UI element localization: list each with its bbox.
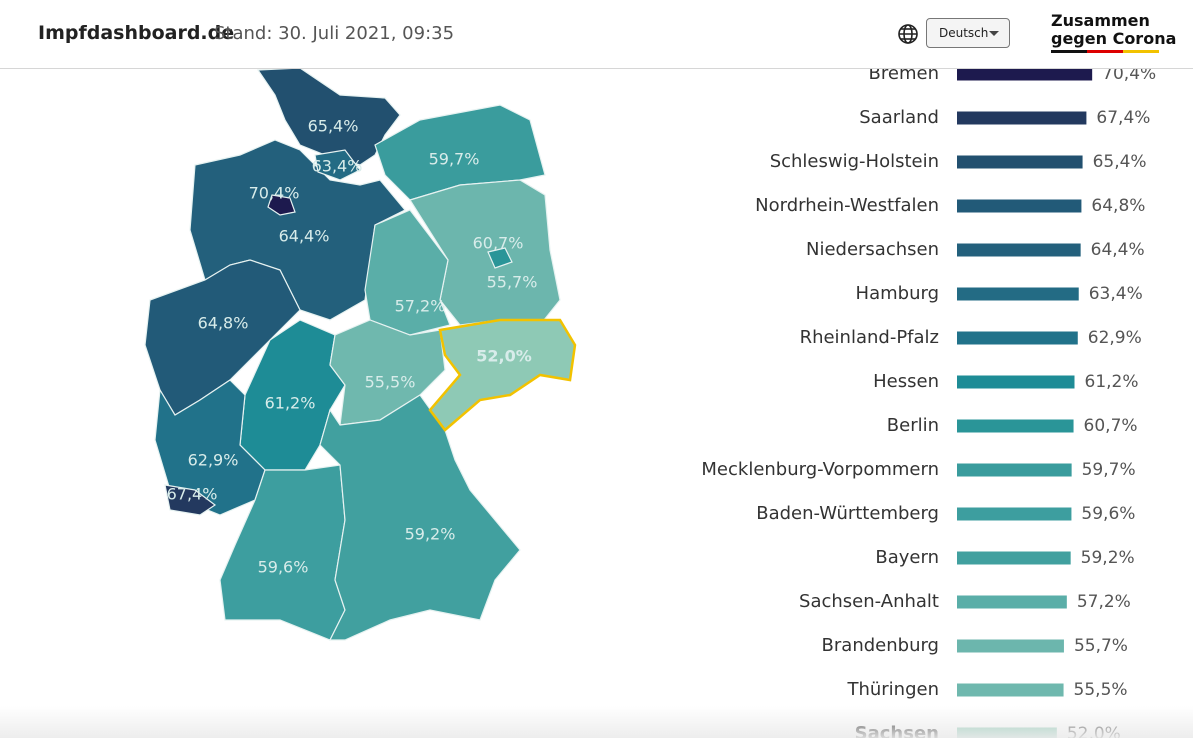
bar-value-label: 59,2% bbox=[1081, 548, 1135, 568]
bar[interactable] bbox=[957, 463, 1072, 477]
bar-value-label: 59,7% bbox=[1082, 460, 1136, 480]
state-name[interactable]: Schleswig-Holstein bbox=[770, 151, 939, 172]
map-value-label: 67,4% bbox=[167, 485, 218, 504]
map-region[interactable] bbox=[428, 318, 577, 432]
bar[interactable] bbox=[957, 683, 1064, 697]
map-value-label: 52,0% bbox=[476, 347, 532, 366]
bar-list: Bremen 70,4%Saarland 67,4%Schleswig-Holste… bbox=[701, 63, 1156, 738]
bar[interactable] bbox=[957, 507, 1072, 521]
map-labels: 65,4% 63,4% 59,7% 70,4% 64,4% 60,7% 55,7… bbox=[167, 117, 538, 577]
logo[interactable]: Zusammen gegen Corona bbox=[1051, 12, 1176, 53]
map bbox=[144, 67, 577, 641]
timestamp: Stand: 30. Juli 2021, 09:35 bbox=[214, 23, 455, 44]
bar[interactable] bbox=[957, 199, 1082, 213]
bar[interactable] bbox=[957, 595, 1067, 609]
bar-value-label: 63,4% bbox=[1089, 284, 1143, 304]
map-value-label: 65,4% bbox=[308, 117, 359, 136]
map-value-label: 64,4% bbox=[279, 227, 330, 246]
bar-value-label: 61,2% bbox=[1085, 372, 1139, 392]
state-name[interactable]: Baden-Württemberg bbox=[756, 503, 939, 524]
language-select[interactable]: Deutsch bbox=[926, 18, 1010, 48]
state-name[interactable]: Nordrhein-Westfalen bbox=[755, 195, 939, 216]
bar[interactable] bbox=[957, 67, 1093, 81]
map-value-label: 59,7% bbox=[429, 150, 480, 169]
bar[interactable] bbox=[957, 331, 1078, 345]
map-value-label: 62,9% bbox=[188, 451, 239, 470]
bar[interactable] bbox=[957, 375, 1075, 389]
state-name[interactable]: Hessen bbox=[873, 371, 939, 392]
logo-line: gegen Corona bbox=[1051, 29, 1177, 48]
map-region[interactable] bbox=[267, 194, 296, 216]
bar-value-label: 65,4% bbox=[1093, 152, 1147, 172]
state-name[interactable]: Sachsen-Anhalt bbox=[799, 591, 939, 612]
bar-value-label: 70,4% bbox=[1102, 64, 1156, 84]
map-region[interactable] bbox=[319, 394, 521, 641]
map-region[interactable] bbox=[487, 247, 513, 269]
bar-value-label: 67,4% bbox=[1096, 108, 1150, 128]
map-value-label: 61,2% bbox=[265, 394, 316, 413]
state-name[interactable]: Berlin bbox=[887, 415, 939, 436]
map-value-label: 70,4% bbox=[249, 184, 300, 203]
map-region[interactable] bbox=[256, 67, 401, 166]
bar-value-label: 60,7% bbox=[1084, 416, 1138, 436]
map-region[interactable] bbox=[164, 484, 217, 516]
bar-value-label: 62,9% bbox=[1088, 328, 1142, 348]
map-value-label: 59,6% bbox=[258, 558, 309, 577]
bar-value-label: 55,5% bbox=[1074, 680, 1128, 700]
state-name[interactable]: Brandenburg bbox=[822, 635, 939, 656]
scroll-fade bbox=[0, 706, 1193, 738]
map-region[interactable] bbox=[374, 104, 546, 201]
header: Impfdashboard.de Stand: 30. Juli 2021, 0… bbox=[0, 0, 1193, 69]
map-value-label: 57,2% bbox=[395, 297, 446, 316]
brand[interactable]: Impfdashboard.de bbox=[38, 22, 235, 44]
dropdown-arrow bbox=[989, 31, 999, 36]
language-label: Deutsch bbox=[939, 26, 989, 40]
state-name[interactable]: Mecklenburg-Vorpommern bbox=[701, 459, 939, 480]
bar[interactable] bbox=[957, 155, 1083, 169]
state-name[interactable]: Rheinland-Pfalz bbox=[800, 327, 939, 348]
bar-value-label: 64,4% bbox=[1091, 240, 1145, 260]
flag-stripe bbox=[1051, 50, 1159, 53]
map-value-label: 59,2% bbox=[405, 525, 456, 544]
bar-value-label: 59,6% bbox=[1081, 504, 1135, 524]
map-value-label: 60,7% bbox=[473, 234, 524, 253]
state-name[interactable]: Hamburg bbox=[856, 283, 939, 304]
state-name[interactable]: Bayern bbox=[875, 547, 939, 568]
state-name[interactable]: Thüringen bbox=[846, 679, 939, 700]
bar[interactable] bbox=[957, 551, 1071, 565]
globe-icon[interactable] bbox=[897, 23, 919, 45]
map-region[interactable] bbox=[314, 149, 361, 181]
map-value-label: 64,8% bbox=[198, 314, 249, 333]
map-value-label: 55,5% bbox=[365, 373, 416, 392]
state-name[interactable]: Niedersachsen bbox=[806, 239, 939, 260]
state-name[interactable]: Saarland bbox=[859, 107, 939, 128]
bar[interactable] bbox=[957, 639, 1064, 653]
map-value-label: 55,7% bbox=[487, 273, 538, 292]
bar[interactable] bbox=[957, 287, 1079, 301]
map-region[interactable] bbox=[364, 209, 451, 336]
bar-value-label: 55,7% bbox=[1074, 636, 1128, 656]
bar[interactable] bbox=[957, 419, 1074, 433]
bar[interactable] bbox=[957, 243, 1081, 257]
bar-value-label: 64,8% bbox=[1091, 196, 1145, 216]
map-value-label: 63,4% bbox=[312, 157, 363, 176]
bar-value-label: 57,2% bbox=[1077, 592, 1131, 612]
bar[interactable] bbox=[957, 111, 1087, 125]
logo-line: Zusammen bbox=[1051, 11, 1150, 30]
